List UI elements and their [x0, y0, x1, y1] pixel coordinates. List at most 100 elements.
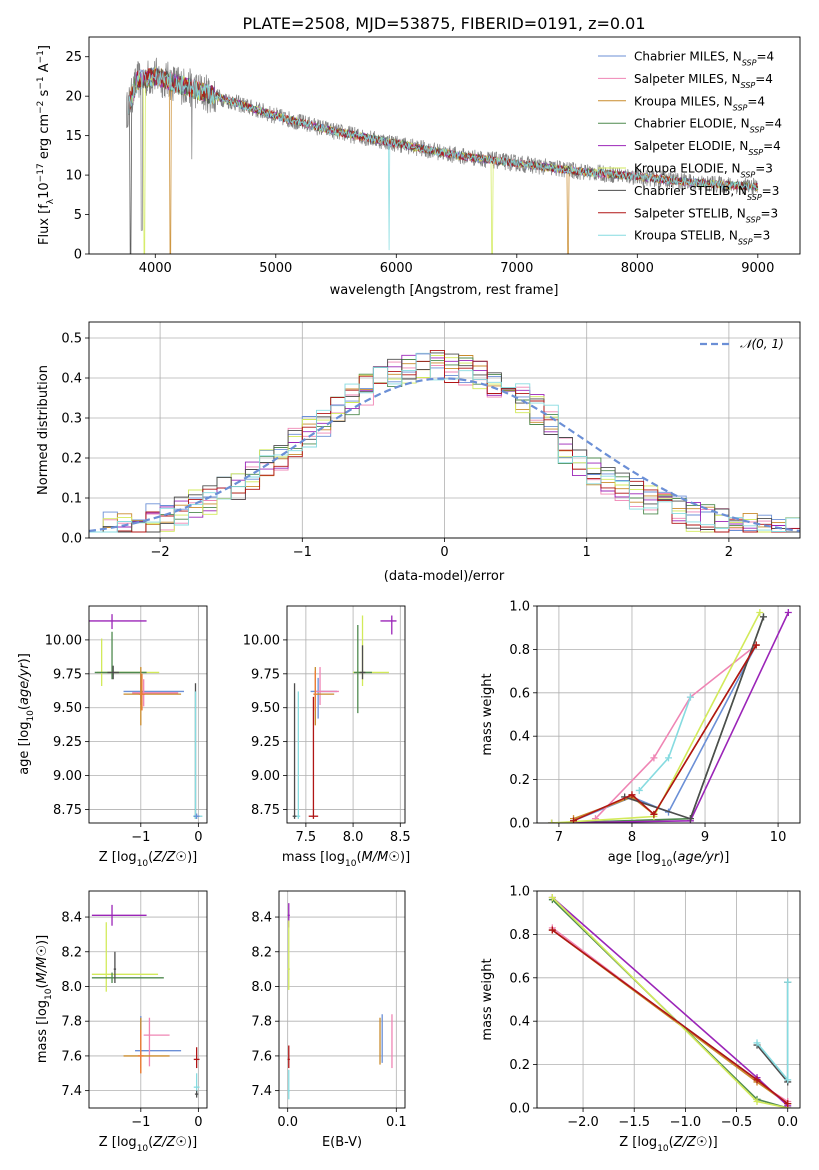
axes-frame	[88, 605, 208, 824]
weight-marker	[665, 754, 672, 762]
mass-vs-Z-x-axis-label: Z [log10(Z/Z☉)]	[99, 1135, 197, 1154]
weight-marker	[753, 1097, 761, 1105]
y-tick-label: 9.25	[53, 735, 82, 750]
weight-vs-Z-y-axis-label: mass weight	[480, 958, 495, 1040]
y-tick-label: 0.6	[509, 971, 530, 986]
y-tick-label: 5	[74, 208, 82, 223]
weight-marker	[759, 613, 767, 621]
weight-marker	[752, 641, 760, 649]
plot-area	[548, 894, 792, 1108]
y-tick-label: 20	[65, 90, 82, 105]
residual-histogram-step	[89, 349, 800, 533]
age-vs-metallicity-plot: −1 0 8.75 9.00 9.25 9.50 9.75 10.00 Z [log10(Z/Z…	[17, 605, 208, 869]
x-tick-label: 9	[701, 830, 709, 845]
y-tick-label: 0	[74, 248, 82, 263]
y-tick-label: 25	[65, 50, 82, 65]
x-tick-label: 7.5	[296, 830, 317, 845]
legend-entry: Kroupa ELODIE, NSSP=3	[634, 162, 773, 180]
legend-entry: Salpeter STELIB, NSSP=3	[634, 206, 778, 224]
y-tick-label: 1.0	[509, 885, 530, 900]
weight-marker	[548, 819, 556, 823]
x-tick-label: 1	[583, 545, 591, 560]
y-tick-label: 9.75	[251, 667, 280, 682]
weight-marker	[784, 609, 792, 617]
age-vs-mass-x-axis-label: mass [log10(M/M☉)]	[282, 850, 410, 869]
x-tick-label: 8000	[621, 261, 654, 276]
mass-vs-Z-y-axis-label: mass [log10(M/M☉)]	[35, 935, 54, 1063]
x-tick-label: −1	[293, 545, 312, 560]
y-tick-label: 0.3	[61, 412, 82, 427]
plot-area	[89, 349, 800, 533]
model-spectrum-line	[128, 69, 759, 251]
figure-title: PLATE=2508, MJD=53875, FIBERID=0191, z=0…	[242, 14, 645, 33]
y-tick-label: 9.25	[251, 735, 280, 750]
x-tick-label: 0	[440, 545, 448, 560]
weight-marker	[784, 1076, 792, 1084]
weight-marker	[548, 926, 556, 934]
y-tick-label: 0.8	[509, 928, 530, 943]
weight-marker	[753, 1076, 761, 1084]
weight-vs-age-x-axis-label: age [log10(age/yr)]	[608, 850, 730, 869]
y-tick-label: 7.8	[61, 1015, 82, 1030]
weight-marker	[784, 978, 792, 986]
y-tick-label: 9.50	[53, 701, 82, 716]
axes-frame	[286, 605, 406, 824]
x-tick-label: −2	[151, 545, 170, 560]
spectrum-x-axis-label: wavelength [Angstrom, rest frame]	[330, 283, 559, 298]
y-tick-label: 0.2	[509, 773, 530, 788]
y-tick-label: 9.50	[251, 701, 280, 716]
legend-entry: Kroupa MILES, NSSP=4	[634, 94, 765, 112]
weight-marker	[686, 693, 694, 701]
y-tick-label: 8.4	[61, 911, 82, 926]
y-tick-label: 0.2	[509, 1058, 530, 1073]
x-tick-label: 0.1	[386, 1115, 407, 1130]
y-tick-label: 0.4	[509, 1015, 530, 1030]
mass-vs-metallicity-plot: −1 0 7.4 7.6 7.8 8.0 8.2 8.4 Z [log10(Z/Z☉)] mass…	[35, 890, 208, 1154]
x-tick-label: −1.0	[670, 1115, 702, 1130]
axes-frame	[536, 605, 801, 824]
plot-area	[548, 609, 792, 823]
legend-entry: 𝒩(0, 1)	[740, 337, 784, 351]
x-tick-label: 7	[555, 830, 563, 845]
y-tick-label: 7.4	[61, 1084, 82, 1099]
y-tick-label: 8.2	[61, 945, 82, 960]
residual-histogram-plot: −2 −1 0 1 2 0.0 0.1 0.2 0.3 0.4 0.5 𝒩(0, 1) (data-mo…	[36, 321, 801, 584]
x-tick-label: 2	[725, 545, 733, 560]
x-tick-label: 0.0	[277, 1115, 298, 1130]
x-tick-label: −0.5	[721, 1115, 753, 1130]
weight-marker	[686, 815, 694, 823]
x-tick-label: 0	[194, 1115, 202, 1130]
legend-entry: Chabrier MILES, NSSP=4	[634, 50, 774, 68]
weight-line	[551, 612, 761, 823]
x-tick-label: 0.0	[777, 1115, 798, 1130]
y-tick-label: 8.75	[251, 803, 280, 818]
y-tick-label: 0.6	[509, 686, 530, 701]
y-tick-label: 15	[65, 129, 82, 144]
plot-area	[292, 615, 397, 819]
age-vs-Z-x-axis-label: Z [log10(Z/Z☉)]	[99, 850, 197, 869]
weight-line	[756, 982, 789, 1085]
legend-entry: Salpeter MILES, NSSP=4	[634, 72, 773, 90]
weight-marker	[548, 894, 556, 902]
y-tick-label: 0.0	[61, 532, 82, 547]
x-tick-label: 5000	[259, 261, 292, 276]
axes-frame	[88, 36, 801, 255]
weight-vs-Z-x-axis-label: Z [log10(Z/Z☉)]	[619, 1135, 717, 1154]
x-tick-label: −1.5	[618, 1115, 650, 1130]
legend-entry: Chabrier STELIB, NSSP=3	[634, 184, 779, 202]
axes-frame	[536, 890, 801, 1109]
weight-vs-metallicity-plot: −2.0 −1.5 −1.0 −0.5 0.0 0.0 0.2 0.4 0.6 0.8 1.0 mas…	[480, 885, 801, 1154]
axes-frame	[88, 321, 801, 539]
y-tick-label: 9.75	[53, 667, 82, 682]
x-tick-label: 9000	[741, 261, 774, 276]
y-tick-label: 8.75	[53, 803, 82, 818]
y-tick-label: 1.0	[509, 600, 530, 615]
y-tick-label: 0.0	[509, 1102, 530, 1117]
legend-entry: Salpeter ELODIE, NSSP=4	[634, 139, 781, 157]
y-tick-label: 9.00	[251, 769, 280, 784]
weight-line	[551, 896, 789, 1107]
y-tick-label: 0.5	[61, 332, 82, 347]
weight-marker	[570, 817, 578, 823]
x-tick-label: 7000	[500, 261, 533, 276]
